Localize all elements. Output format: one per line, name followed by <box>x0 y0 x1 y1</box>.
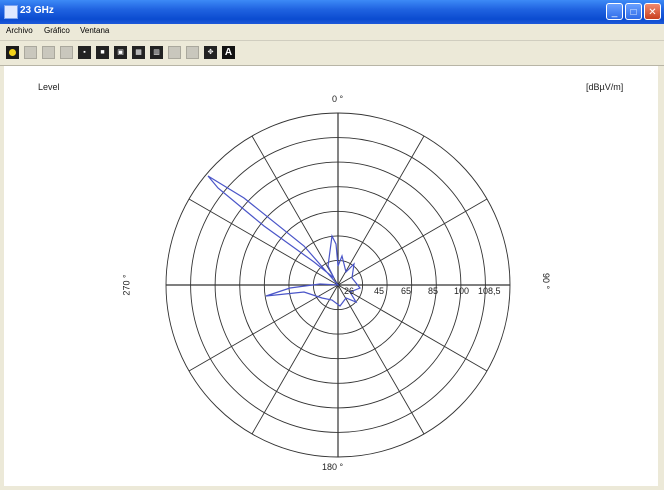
zs-icon[interactable]: ▣ <box>114 46 127 59</box>
grid-icon[interactable] <box>60 46 73 59</box>
polar-spoke <box>337 284 488 372</box>
title-bar[interactable]: 23 GHz _ □ ✕ <box>0 0 664 24</box>
chart-icon[interactable]: ▦ <box>132 46 145 59</box>
ring-label: 108,5 <box>478 286 501 296</box>
toolbar: ▪ ■ ▣ ▦ ▥ ✥ A <box>0 41 664 66</box>
grid-icon[interactable] <box>42 46 55 59</box>
radiation-pattern-trace <box>207 175 361 307</box>
move-icon[interactable]: ✥ <box>204 46 217 59</box>
angle-90-label: 90 ° <box>541 272 552 290</box>
minimize-button[interactable]: _ <box>606 3 623 20</box>
ring-label: 45 <box>374 286 385 296</box>
polar-spoke <box>251 135 339 286</box>
angle-180-label: 180 ° <box>322 462 344 472</box>
polar-plot <box>165 112 511 458</box>
sn-icon[interactable]: ■ <box>96 46 109 59</box>
grid-icon[interactable] <box>168 46 181 59</box>
menu-grafico[interactable]: Gráfico <box>44 26 70 35</box>
polar-spoke <box>337 135 425 286</box>
maximize-button[interactable]: □ <box>625 3 642 20</box>
app-icon <box>4 5 18 19</box>
ring-label: 65 <box>401 286 412 296</box>
grid-icon[interactable] <box>24 46 37 59</box>
plot-area: Level [dBµV/m] 0 ° 180 ° 270 ° 90 ° 26 4… <box>4 66 658 486</box>
unit-label: [dBµV/m] <box>586 82 624 92</box>
grid-icon[interactable] <box>186 46 199 59</box>
ring-label: 100 <box>454 286 470 296</box>
angle-270-label: 270 ° <box>121 274 132 296</box>
chart-icon[interactable]: ▥ <box>150 46 163 59</box>
ring-label: 85 <box>428 286 439 296</box>
polar-spoke <box>188 198 339 286</box>
close-button[interactable]: ✕ <box>644 3 661 20</box>
menu-archivo[interactable]: Archivo <box>6 26 33 35</box>
window-title: 23 GHz <box>20 5 54 16</box>
text-A-icon[interactable]: A <box>222 46 235 59</box>
angle-0-label: 0 ° <box>332 94 344 104</box>
polar-spoke <box>251 284 339 435</box>
menu-bar: Archivo Gráfico Ventana <box>0 24 664 41</box>
home-icon[interactable] <box>6 46 19 59</box>
polar-spokes <box>166 113 510 457</box>
polar-spoke <box>188 284 339 372</box>
level-label: Level <box>38 82 60 92</box>
polar-spoke <box>337 198 488 286</box>
polar-spoke <box>337 284 425 435</box>
menu-ventana[interactable]: Ventana <box>80 26 110 35</box>
ring-label: 26 <box>344 286 355 296</box>
zoom-icon[interactable]: ▪ <box>78 46 91 59</box>
